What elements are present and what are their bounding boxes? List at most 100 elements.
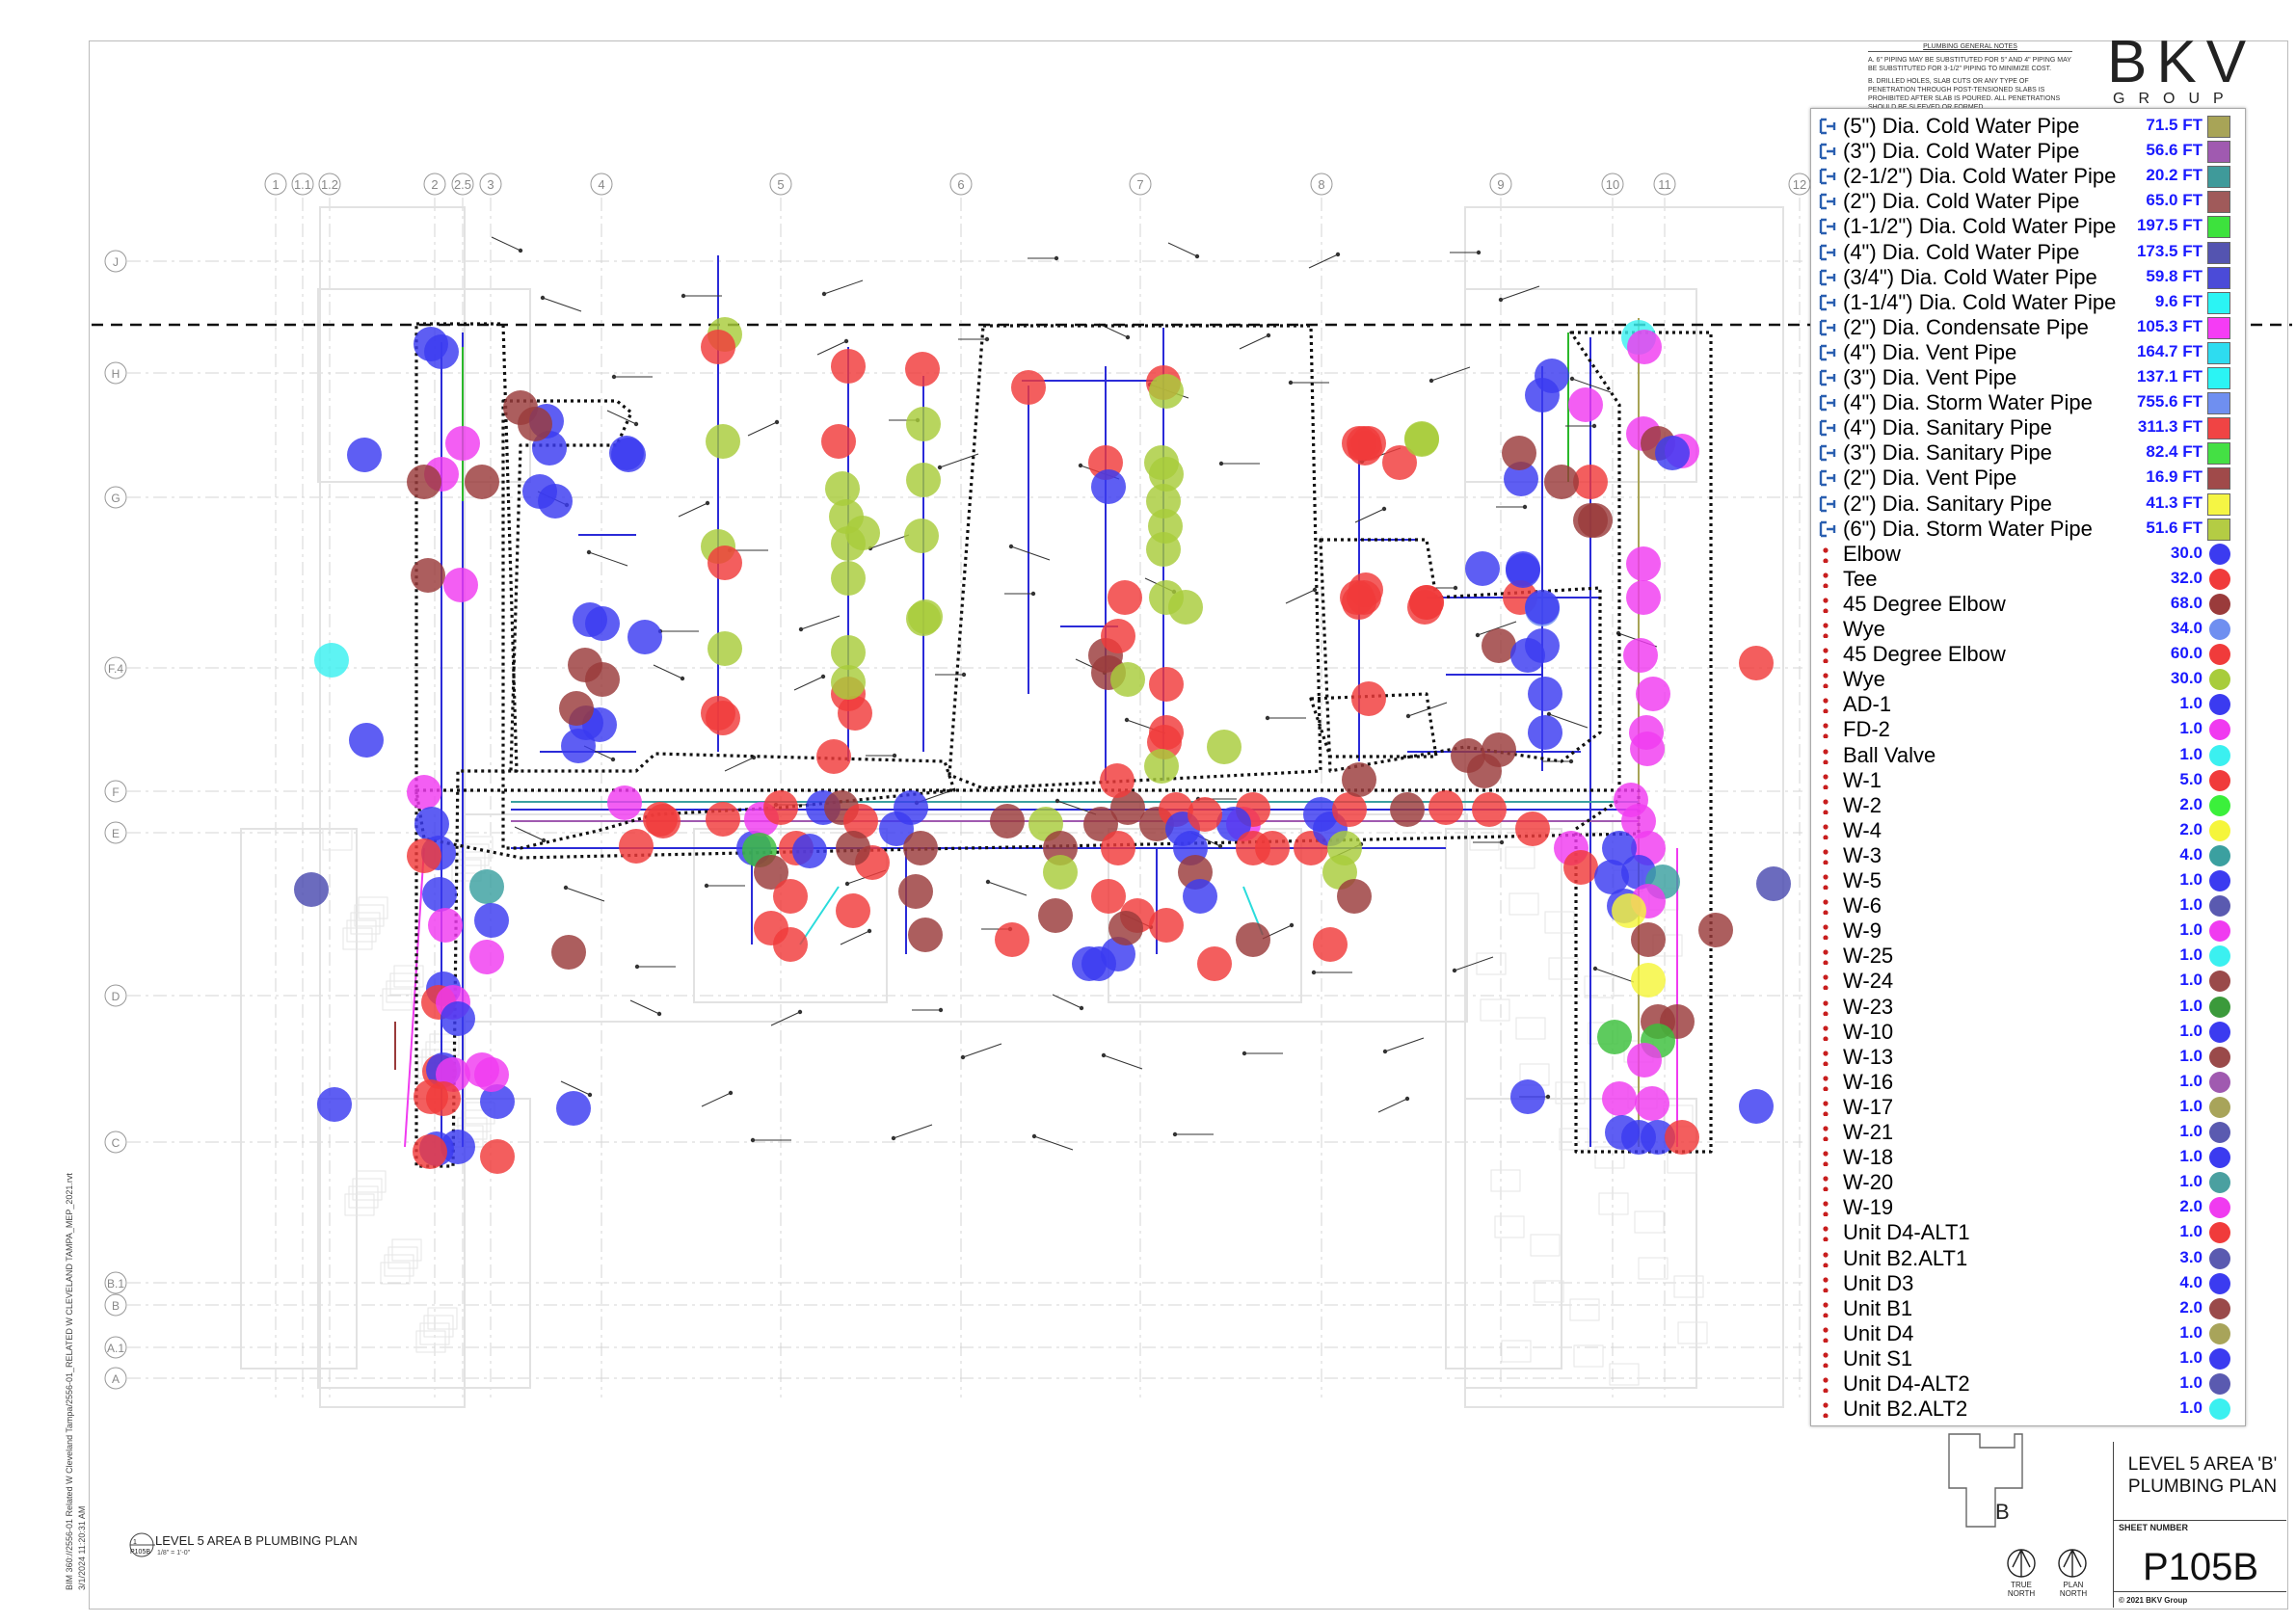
fixture-marker[interactable] [538, 484, 573, 519]
fixture-marker[interactable] [347, 438, 382, 472]
fixture-marker[interactable] [627, 620, 662, 654]
legend-fitting-row[interactable]: W-17 1.0 [1811, 1094, 2245, 1119]
fixture-marker[interactable] [1630, 732, 1665, 766]
fixture-marker[interactable] [1626, 580, 1661, 615]
legend-fitting-row[interactable]: W-19 2.0 [1811, 1194, 2245, 1219]
fixture-marker[interactable] [1390, 792, 1425, 827]
fixture-marker[interactable] [1612, 893, 1646, 928]
legend-pipe-row[interactable]: (3") Dia. Sanitary Pipe 82.4 FT [1811, 439, 2245, 466]
fixture-marker[interactable] [1313, 927, 1348, 962]
fixture-marker[interactable] [707, 631, 742, 666]
fixture-marker[interactable] [1083, 807, 1118, 841]
fixture-marker[interactable] [1525, 590, 1560, 625]
legend-fitting-row[interactable]: W-23 1.0 [1811, 994, 2245, 1019]
fixture-marker[interactable] [1627, 1043, 1662, 1078]
legend-fitting-row[interactable]: Unit D4-ALT2 1.0 [1811, 1370, 2245, 1396]
fixture-marker[interactable] [422, 877, 457, 912]
fixture-marker[interactable] [407, 465, 441, 499]
fixture-marker[interactable] [1504, 462, 1538, 496]
fixture-marker[interactable] [831, 635, 866, 670]
fixture-marker[interactable] [1110, 662, 1145, 697]
fixture-marker[interactable] [906, 407, 941, 441]
legend-pipe-row[interactable]: (2") Dia. Sanitary Pipe 41.3 FT [1811, 491, 2245, 516]
legend-fitting-row[interactable]: W-25 1.0 [1811, 943, 2245, 968]
legend-fitting-row[interactable]: W-21 1.0 [1811, 1119, 2245, 1144]
legend-pipe-row[interactable]: (2-1/2") Dia. Cold Water Pipe 20.2 FT [1811, 163, 2245, 189]
fixture-marker[interactable] [414, 807, 449, 841]
fixture-marker[interactable] [831, 561, 866, 596]
legend-fitting-row[interactable]: Wye 34.0 [1811, 616, 2245, 641]
fixture-marker[interactable] [898, 874, 933, 909]
fixture-marker[interactable] [474, 903, 509, 938]
fixture-marker[interactable] [1655, 436, 1690, 470]
legend-fitting-row[interactable]: Unit D4 1.0 [1811, 1320, 2245, 1345]
fixture-marker[interactable] [904, 519, 939, 553]
fixture-marker[interactable] [518, 407, 552, 441]
fixture-marker[interactable] [1665, 1120, 1699, 1155]
fixture-marker[interactable] [445, 426, 480, 461]
fixture-marker[interactable] [1236, 831, 1270, 865]
fixture-marker[interactable] [1236, 922, 1270, 957]
legend-fitting-row[interactable]: Wye 30.0 [1811, 666, 2245, 691]
fixture-marker[interactable] [1216, 807, 1251, 841]
legend-fitting-row[interactable]: Unit D3 4.0 [1811, 1270, 2245, 1295]
fixture-marker[interactable] [1573, 465, 1608, 499]
fixture-marker[interactable] [1472, 792, 1507, 827]
fixture-marker[interactable] [1510, 1079, 1545, 1114]
fixture-marker[interactable] [1110, 790, 1145, 825]
fixture-marker[interactable] [1332, 792, 1367, 827]
fixture-marker[interactable] [1568, 387, 1603, 422]
fixture-marker[interactable] [1626, 546, 1661, 581]
fixture-marker[interactable] [1739, 646, 1774, 680]
fixture-marker[interactable] [1407, 590, 1442, 625]
fixture-marker[interactable] [1100, 763, 1135, 798]
fixture-marker[interactable] [1091, 879, 1126, 914]
fixture-marker[interactable] [585, 662, 620, 697]
fixture-marker[interactable] [424, 334, 459, 369]
fixture-marker[interactable] [905, 352, 940, 386]
fixture-marker[interactable] [1207, 730, 1241, 764]
legend-fitting-row[interactable]: Unit B1 2.0 [1811, 1295, 2245, 1320]
fixture-marker[interactable] [413, 1134, 447, 1169]
fixture-marker[interactable] [831, 665, 866, 700]
fixture-marker[interactable] [607, 785, 642, 820]
fixture-marker[interactable] [1342, 762, 1376, 797]
fixture-marker[interactable] [469, 940, 504, 974]
fixture-marker[interactable] [1597, 1020, 1632, 1054]
fixture-marker[interactable] [1101, 831, 1135, 865]
legend-fitting-row[interactable]: W-10 1.0 [1811, 1019, 2245, 1044]
legend-pipe-row[interactable]: (2") Dia. Cold Water Pipe 65.0 FT [1811, 188, 2245, 214]
legend-fitting-row[interactable]: FD-2 1.0 [1811, 716, 2245, 741]
fixture-marker[interactable] [1635, 1086, 1669, 1121]
fixture-marker[interactable] [1108, 580, 1142, 615]
fixture-marker[interactable] [831, 349, 866, 384]
fixture-marker[interactable] [619, 829, 654, 864]
fixture-marker[interactable] [1146, 484, 1181, 519]
legend-pipe-row[interactable]: (1-1/4") Dia. Cold Water Pipe 9.6 FT [1811, 289, 2245, 314]
legend-fitting-row[interactable]: Unit B2.ALT1 3.0 [1811, 1245, 2245, 1270]
fixture-marker[interactable] [1544, 465, 1579, 499]
fixture-marker[interactable] [1465, 551, 1500, 586]
legend-pipe-row[interactable]: (4") Dia. Vent Pipe 164.7 FT [1811, 339, 2245, 364]
fixture-marker[interactable] [411, 558, 445, 593]
fixture-marker[interactable] [1602, 1081, 1637, 1116]
fixture-marker[interactable] [908, 918, 943, 952]
fixture-marker[interactable] [441, 1001, 475, 1036]
legend-pipe-row[interactable]: (5") Dia. Cold Water Pipe 71.5 FT [1811, 113, 2245, 138]
fixture-marker[interactable] [1502, 436, 1536, 470]
fixture-marker[interactable] [585, 606, 620, 641]
fixture-marker[interactable] [1101, 619, 1135, 653]
fixture-marker[interactable] [1573, 503, 1608, 538]
fixture-marker[interactable] [706, 701, 740, 735]
legend-fitting-row[interactable]: W-6 1.0 [1811, 892, 2245, 918]
fixture-marker[interactable] [474, 1057, 509, 1092]
fixture-marker[interactable] [1043, 831, 1078, 865]
fixture-marker[interactable] [1188, 797, 1222, 832]
fixture-marker[interactable] [1510, 638, 1545, 673]
fixture-marker[interactable] [903, 831, 938, 865]
fixture-marker[interactable] [1149, 457, 1184, 492]
fixture-marker[interactable] [836, 893, 870, 928]
legend-pipe-row[interactable]: (4") Dia. Sanitary Pipe 311.3 FT [1811, 414, 2245, 440]
fixture-marker[interactable] [1641, 1120, 1675, 1155]
